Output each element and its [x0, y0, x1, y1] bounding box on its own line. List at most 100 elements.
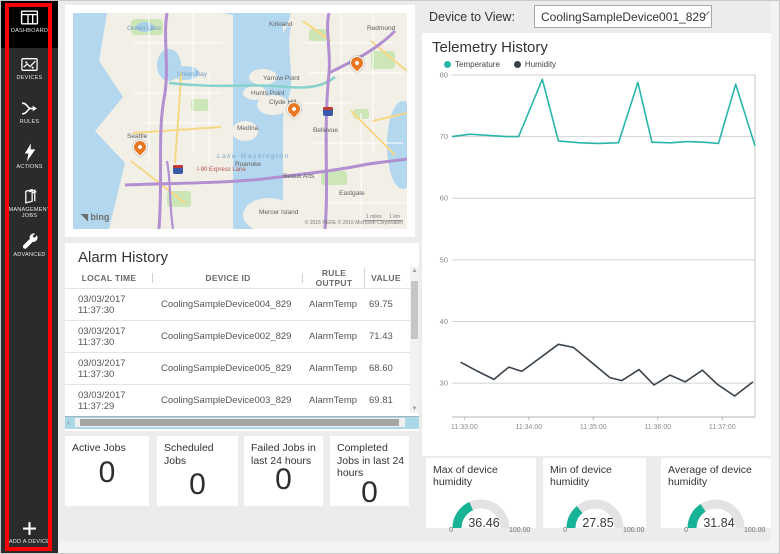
table-cell: 69.81: [369, 395, 393, 406]
gauge-arc: 0 27.85 100.00: [563, 499, 645, 534]
svg-text:11:37:00: 11:37:00: [709, 424, 736, 431]
sidebar-item-label: ADVANCED: [13, 252, 46, 258]
sidebar-item-devices[interactable]: DEVICES: [1, 56, 58, 81]
map-scale-km: 1 km: [386, 214, 403, 221]
svg-text:27.85: 27.85: [582, 516, 613, 530]
svg-text:11:36:00: 11:36:00: [644, 424, 671, 431]
legend-label: Temperature: [455, 60, 500, 69]
table-cell: AlarmTemp: [309, 395, 358, 406]
map-place-label: Lake Washington: [217, 153, 290, 160]
table-cell: CoolingSampleDevice005_829: [161, 363, 292, 374]
page-scroll-gutter[interactable]: [771, 1, 779, 553]
map-place-label: Mercer Island: [259, 209, 299, 216]
svg-text:100.00: 100.00: [744, 527, 766, 534]
column-header-device-id: DEVICE ID: [153, 273, 303, 283]
sidebar-item-label: DEVICES: [16, 75, 43, 81]
svg-text:100.00: 100.00: [623, 527, 645, 534]
tile-label: Active Jobs: [72, 442, 126, 454]
map-place-label: Medina: [237, 125, 259, 132]
tile-completed-jobs: Completed Jobs in last 24 hours 0: [330, 436, 409, 509]
map-copyright: 1 miles 1 km © 2015 HERE © 2015 Microsof…: [304, 214, 403, 226]
table-cell: 68.60: [369, 363, 393, 374]
map-place-label: Union Bay: [177, 71, 207, 78]
table-cell: AlarmTemp: [309, 299, 358, 310]
telemetry-title: Telemetry History: [432, 39, 548, 56]
gauge-max-humidity: Max of device humidity 0 36.46 100.00: [426, 458, 536, 534]
alarm-table-body: 03/03/2017 11:37:30 CoolingSampleDevice00…: [65, 288, 419, 429]
chart-legend: Temperature Humidity: [422, 58, 771, 69]
gauge-label: Max of device humidity: [433, 464, 498, 488]
table-cell: 71.43: [369, 331, 393, 342]
alarm-table-row[interactable]: 03/03/2017 11:37:29 CoolingSampleDevice00…: [65, 384, 419, 416]
tile-active-jobs: Active Jobs 0: [65, 436, 149, 506]
alarm-vertical-scrollbar[interactable]: ▲ ▼: [410, 267, 419, 413]
bing-logo[interactable]: ◥ bing: [81, 212, 110, 222]
svg-text:0: 0: [449, 527, 453, 534]
table-cell: 03/03/2017 11:37:30: [78, 357, 126, 380]
gauge-min-humidity: Min of device humidity 0 27.85 100.00: [543, 458, 646, 534]
table-cell: CoolingSampleDevice003_829: [161, 395, 292, 406]
scroll-up-arrow[interactable]: ▲: [411, 268, 418, 274]
map-scale-miles: 1 miles: [362, 214, 385, 221]
rules-icon: [1, 100, 58, 117]
series-line-humidity: [460, 343, 754, 397]
svg-text:36.46: 36.46: [468, 516, 499, 530]
legend-label: Humidity: [524, 60, 557, 69]
gauge-label: Average of device humidity: [668, 464, 752, 488]
sidebar-item-management-jobs[interactable]: MANAGEMENT JOBS: [1, 187, 58, 219]
sidebar: DASHBOARD DEVICES RULES: [1, 1, 58, 553]
gauge-avg-humidity: Average of device humidity 0 31.84 100.00: [661, 458, 771, 534]
jobs-icon: [1, 187, 58, 205]
bing-map[interactable]: Green Lake Kirkland Redmond Union Bay Yarrow…: [73, 13, 407, 229]
svg-text:0: 0: [684, 527, 688, 534]
map-place-label: Green Lake: [127, 25, 161, 32]
alarm-table-row[interactable]: 03/03/2017 11:37:30 CoolingSampleDevice00…: [65, 352, 419, 384]
legend-item-humidity: Humidity: [513, 60, 557, 69]
alarm-horizontal-scrollbar[interactable]: ‹: [67, 418, 405, 427]
sidebar-item-rules[interactable]: RULES: [1, 100, 58, 125]
map-place-label: Bellevue: [313, 127, 338, 134]
scroll-left-arrow[interactable]: ‹: [67, 418, 70, 427]
sidebar-item-advanced[interactable]: ADVANCED: [1, 232, 58, 258]
scroll-down-arrow[interactable]: ▼: [411, 406, 418, 412]
wrench-icon: [1, 232, 58, 250]
table-cell: 69.75: [369, 299, 393, 310]
alarm-table-row[interactable]: 03/03/2017 11:37:30 CoolingSampleDevice00…: [65, 288, 419, 320]
series-line-temperature: [451, 78, 756, 147]
map-place-label: Kirkland: [269, 21, 293, 28]
add-device-button[interactable]: ADD A DEVICE: [1, 520, 58, 545]
map-place-label: Hunts Point: [251, 90, 285, 97]
legend-dot: [513, 61, 521, 68]
sidebar-item-label: RULES: [19, 119, 40, 125]
alarm-table-header: LOCAL TIME DEVICE ID RULE OUTPUT VALUE: [65, 268, 419, 288]
map-place-label: Beaux Arts: [283, 173, 315, 180]
device-selector-dropdown[interactable]: CoolingSampleDevice001_829: [534, 5, 712, 28]
svg-text:11:35:00: 11:35:00: [580, 424, 607, 431]
alarm-history-panel: Alarm History LOCAL TIME DEVICE ID RULE …: [65, 243, 419, 431]
sidebar-item-dashboard[interactable]: DASHBOARD: [1, 9, 58, 34]
map-graphic: [73, 13, 407, 229]
legend-dot: [444, 61, 451, 68]
devices-icon: [1, 56, 58, 73]
table-cell: CoolingSampleDevice002_829: [161, 331, 292, 342]
device-to-view-label: Device to View:: [429, 10, 515, 24]
table-cell: AlarmTemp: [309, 363, 358, 374]
tile-scheduled-jobs: Scheduled Jobs 0: [157, 436, 238, 506]
telemetry-history-panel: Telemetry History Temperature Humidity 80…: [422, 33, 771, 456]
alarm-history-title: Alarm History: [78, 249, 169, 266]
svg-text:100.00: 100.00: [509, 527, 531, 534]
scrollbar-thumb[interactable]: [411, 281, 418, 339]
column-header-rule-output: RULE OUTPUT: [303, 268, 365, 288]
svg-text:11:34:00: 11:34:00: [515, 424, 542, 431]
svg-text:11:33:00: 11:33:00: [451, 424, 478, 431]
lightning-icon: [1, 143, 58, 162]
tile-label: Failed Jobs in last 24 hours: [251, 442, 316, 467]
svg-text:40: 40: [440, 317, 448, 326]
dashboard-icon: [1, 9, 58, 26]
column-header-value: VALUE: [371, 273, 401, 283]
alarm-table-row[interactable]: 03/03/2017 11:37:30 CoolingSampleDevice00…: [65, 320, 419, 352]
table-cell: 03/03/2017 11:37:30: [78, 325, 126, 348]
svg-text:60: 60: [440, 194, 448, 203]
sidebar-item-actions[interactable]: ACTIONS: [1, 143, 58, 170]
scrollbar-thumb[interactable]: [80, 419, 399, 426]
